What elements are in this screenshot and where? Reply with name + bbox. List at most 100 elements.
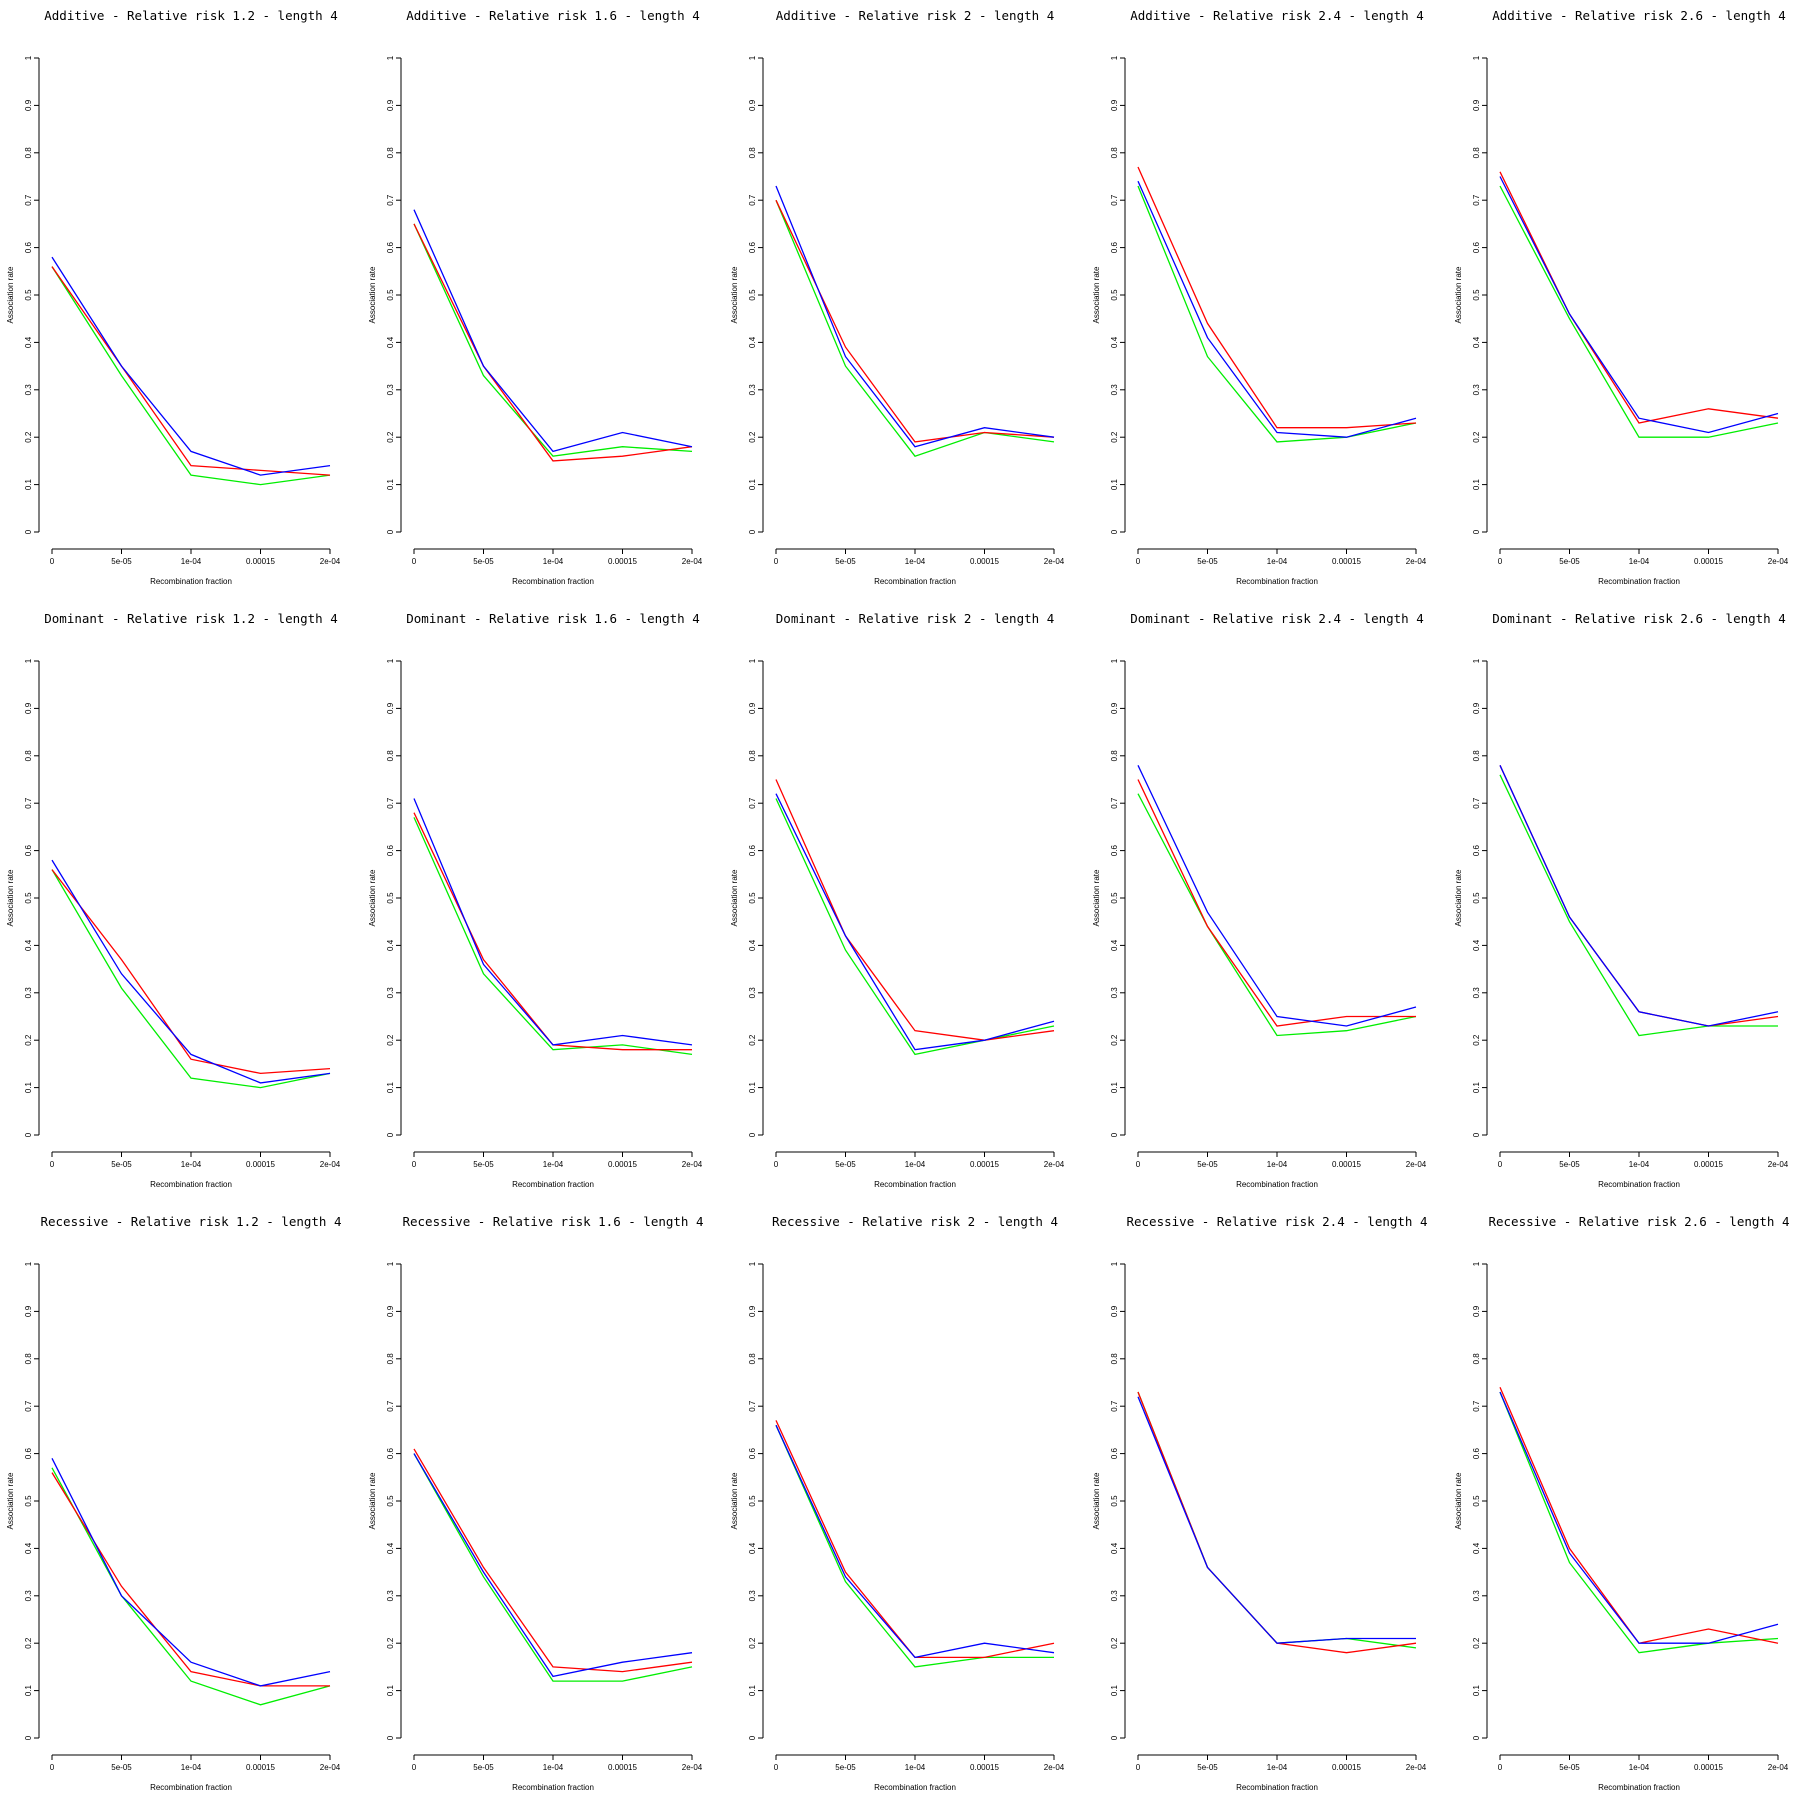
x-tick-label: 1e-04 — [181, 557, 202, 566]
x-tick-label: 0.00015 — [1332, 1160, 1361, 1169]
x-tick-label: 5e-05 — [1197, 1763, 1218, 1772]
y-axis-label: Association rate — [6, 869, 15, 926]
x-tick-label: 2e-04 — [1406, 1763, 1427, 1772]
y-tick-label: 0.8 — [1472, 147, 1481, 159]
y-tick-label: 0.7 — [386, 194, 395, 206]
y-tick-label: 0.1 — [1472, 1081, 1481, 1093]
y-tick-label: 0.8 — [1110, 750, 1119, 762]
y-tick-label: 0.2 — [386, 1637, 395, 1649]
x-tick-label: 2e-04 — [682, 557, 703, 566]
y-tick-label: 0.7 — [1472, 194, 1481, 206]
series-line-blue — [775, 793, 1055, 1051]
series-line-blue — [51, 256, 331, 476]
panel-title: Additive - Relative risk 2.6 - length 4 — [1492, 8, 1786, 23]
y-tick-label: 0.1 — [1472, 478, 1481, 490]
y-tick-label: 1 — [24, 1261, 33, 1266]
series-line-red — [1499, 765, 1779, 1027]
y-tick-label: 0.2 — [1472, 1637, 1481, 1649]
y-tick-label: 1 — [1472, 55, 1481, 60]
y-tick-label: 0.4 — [1110, 939, 1119, 951]
series-line-red — [413, 1448, 693, 1673]
y-tick-label: 0.4 — [748, 336, 757, 348]
y-tick-label: 0.8 — [386, 750, 395, 762]
y-tick-label: 0.7 — [1110, 797, 1119, 809]
y-tick-label: 0.7 — [24, 1400, 33, 1412]
x-tick-label: 5e-05 — [473, 1160, 494, 1169]
y-tick-label: 0 — [748, 1735, 757, 1740]
y-tick-label: 0.8 — [748, 750, 757, 762]
y-axis-label: Association rate — [368, 1472, 377, 1529]
series-line-green — [1137, 185, 1417, 443]
x-tick-label: 1e-04 — [905, 1160, 926, 1169]
y-tick-label: 0.5 — [1110, 1495, 1119, 1507]
y-tick-label: 1 — [386, 658, 395, 663]
series-line-red — [1137, 166, 1417, 429]
y-tick-label: 0 — [748, 1132, 757, 1137]
y-tick-label: 1 — [748, 55, 757, 60]
x-tick-label: 0 — [774, 1160, 779, 1169]
series-line-red — [775, 1420, 1055, 1659]
x-tick-label: 0.00015 — [970, 557, 999, 566]
y-tick-label: 0.2 — [748, 1637, 757, 1649]
y-tick-label: 0.9 — [386, 702, 395, 714]
y-tick-label: 1 — [386, 55, 395, 60]
y-tick-label: 0 — [1110, 1735, 1119, 1740]
y-axis-label: Association rate — [368, 266, 377, 323]
series-line-blue — [1499, 176, 1779, 434]
x-tick-label: 0 — [50, 557, 55, 566]
chart-panel: Recessive - Relative risk 2 - length 4 0 0… — [730, 1214, 1065, 1792]
series-line-red — [413, 812, 692, 1051]
y-tick-label: 0.5 — [24, 289, 33, 301]
panel-title: Dominant - Relative risk 2.4 - length 4 — [1130, 611, 1424, 626]
x-tick-label: 2e-04 — [1044, 557, 1065, 566]
y-tick-label: 0 — [24, 529, 33, 534]
y-tick-label: 0 — [1110, 529, 1119, 534]
y-tick-label: 0.7 — [748, 194, 757, 206]
y-tick-label: 0.6 — [1110, 241, 1119, 253]
x-tick-label: 0.00015 — [1332, 1763, 1361, 1772]
y-tick-label: 0.8 — [386, 147, 395, 159]
x-axis-label: Recombination fraction — [512, 1783, 594, 1792]
y-tick-label: 0.7 — [1472, 1400, 1481, 1412]
x-axis-label: Recombination fraction — [512, 577, 594, 586]
y-tick-label: 0.6 — [386, 1447, 395, 1459]
series-line-green — [775, 798, 1055, 1056]
y-tick-label: 0.6 — [1472, 241, 1481, 253]
y-tick-label: 0 — [1472, 1132, 1481, 1137]
series-line-red — [51, 869, 331, 1075]
y-tick-label: 0.2 — [386, 431, 395, 443]
x-tick-label: 0 — [1498, 557, 1503, 566]
x-tick-label: 2e-04 — [320, 1763, 341, 1772]
y-tick-label: 0.7 — [386, 1400, 395, 1412]
x-tick-label: 1e-04 — [1629, 1763, 1650, 1772]
x-tick-label: 5e-05 — [111, 1160, 132, 1169]
y-tick-label: 1 — [24, 658, 33, 663]
x-tick-label: 5e-05 — [1559, 1160, 1580, 1169]
x-tick-label: 1e-04 — [543, 557, 564, 566]
y-tick-label: 0.5 — [386, 1495, 395, 1507]
chart-panel: Dominant - Relative risk 1.2 - length 4 0… — [6, 611, 341, 1189]
y-tick-label: 0.3 — [1110, 987, 1119, 999]
y-tick-label: 0.5 — [386, 892, 395, 904]
y-axis-label: Association rate — [730, 1472, 739, 1529]
series-line-red — [1137, 779, 1416, 1027]
x-axis-label: Recombination fraction — [150, 1180, 232, 1189]
y-tick-label: 0.7 — [1472, 797, 1481, 809]
y-tick-label: 0.6 — [1110, 844, 1119, 856]
series-line-blue — [1137, 180, 1417, 438]
x-tick-label: 2e-04 — [682, 1160, 703, 1169]
y-tick-label: 0.2 — [24, 431, 33, 443]
chart-panel: Recessive - Relative risk 1.2 - length 4… — [6, 1214, 342, 1792]
y-axis-label: Association rate — [6, 266, 15, 323]
series-line-green — [1499, 1391, 1779, 1654]
y-tick-label: 0.3 — [1472, 987, 1481, 999]
x-tick-label: 1e-04 — [543, 1763, 564, 1772]
y-tick-label: 0.9 — [24, 99, 33, 111]
y-axis-label: Association rate — [1092, 1472, 1101, 1529]
y-tick-label: 0.9 — [1110, 1305, 1119, 1317]
series-line-blue — [413, 1453, 693, 1678]
x-axis-label: Recombination fraction — [150, 1783, 232, 1792]
x-tick-label: 0 — [412, 1763, 417, 1772]
y-tick-label: 0.9 — [748, 1305, 757, 1317]
series-line-green — [413, 1453, 693, 1682]
